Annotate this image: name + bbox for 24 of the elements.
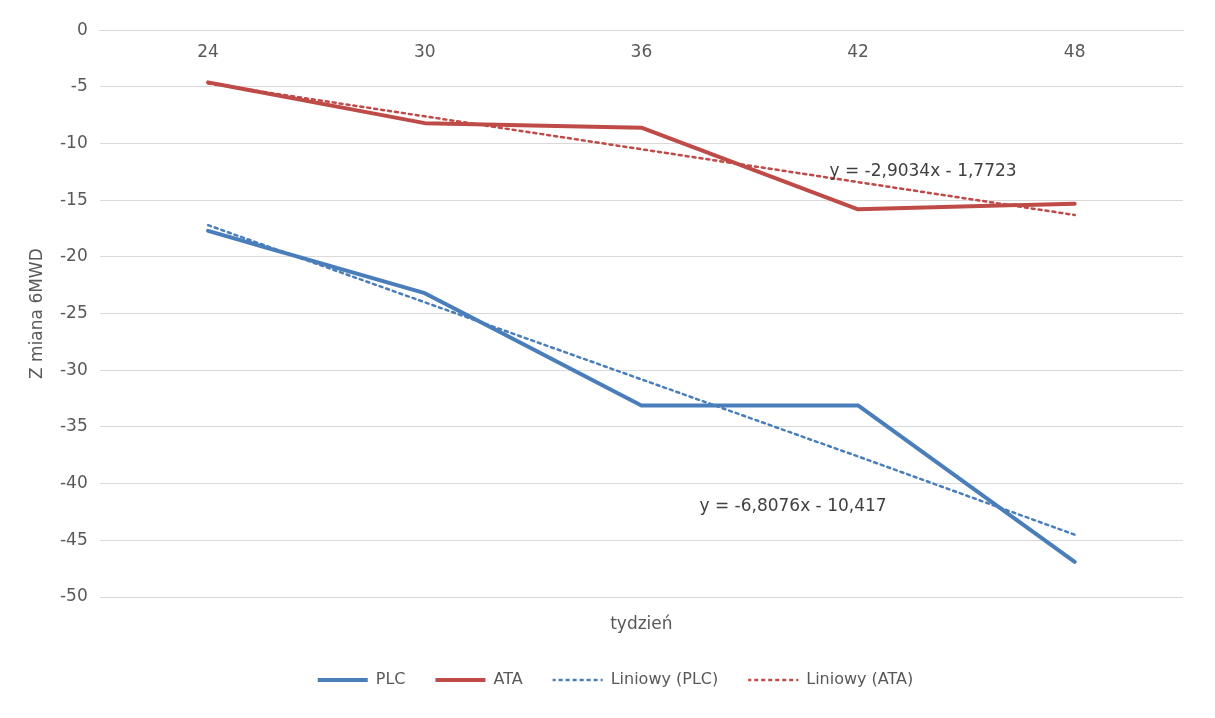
annotation: y = -2,9034x - 1,7723 (829, 160, 1017, 181)
x-tick-label: 24 (197, 40, 219, 61)
y-tick-label: -20 (59, 245, 88, 266)
annotation: y = -6,8076x - 10,417 (699, 494, 887, 515)
y-tick-label: -50 (59, 585, 88, 606)
y-tick-label: 0 (76, 18, 88, 39)
y-tick-label: -25 (59, 302, 88, 323)
y-axis-title: Z miana 6MWD (26, 248, 47, 379)
y-tick-label: -5 (70, 75, 88, 96)
x-tick-label: 36 (630, 40, 653, 61)
x-tick-label: 42 (847, 40, 869, 61)
y-tick-label: -45 (59, 528, 88, 549)
legend-label: Liniowy (ATA) (806, 669, 914, 689)
y-tick-label: -15 (59, 188, 88, 209)
legend-label: Liniowy (PLC) (610, 669, 719, 689)
x-tick-label: 48 (1063, 40, 1086, 61)
legend-label: ATA (493, 669, 523, 689)
legend-label: PLC (375, 669, 406, 689)
y-tick-label: -35 (59, 415, 88, 436)
y-tick-label: -10 (59, 131, 88, 152)
y-tick-label: -30 (59, 358, 88, 379)
y-tick-label: -40 (59, 472, 88, 493)
x-tick-label: 30 (413, 40, 436, 61)
x-axis-title: tydzień (610, 613, 673, 634)
